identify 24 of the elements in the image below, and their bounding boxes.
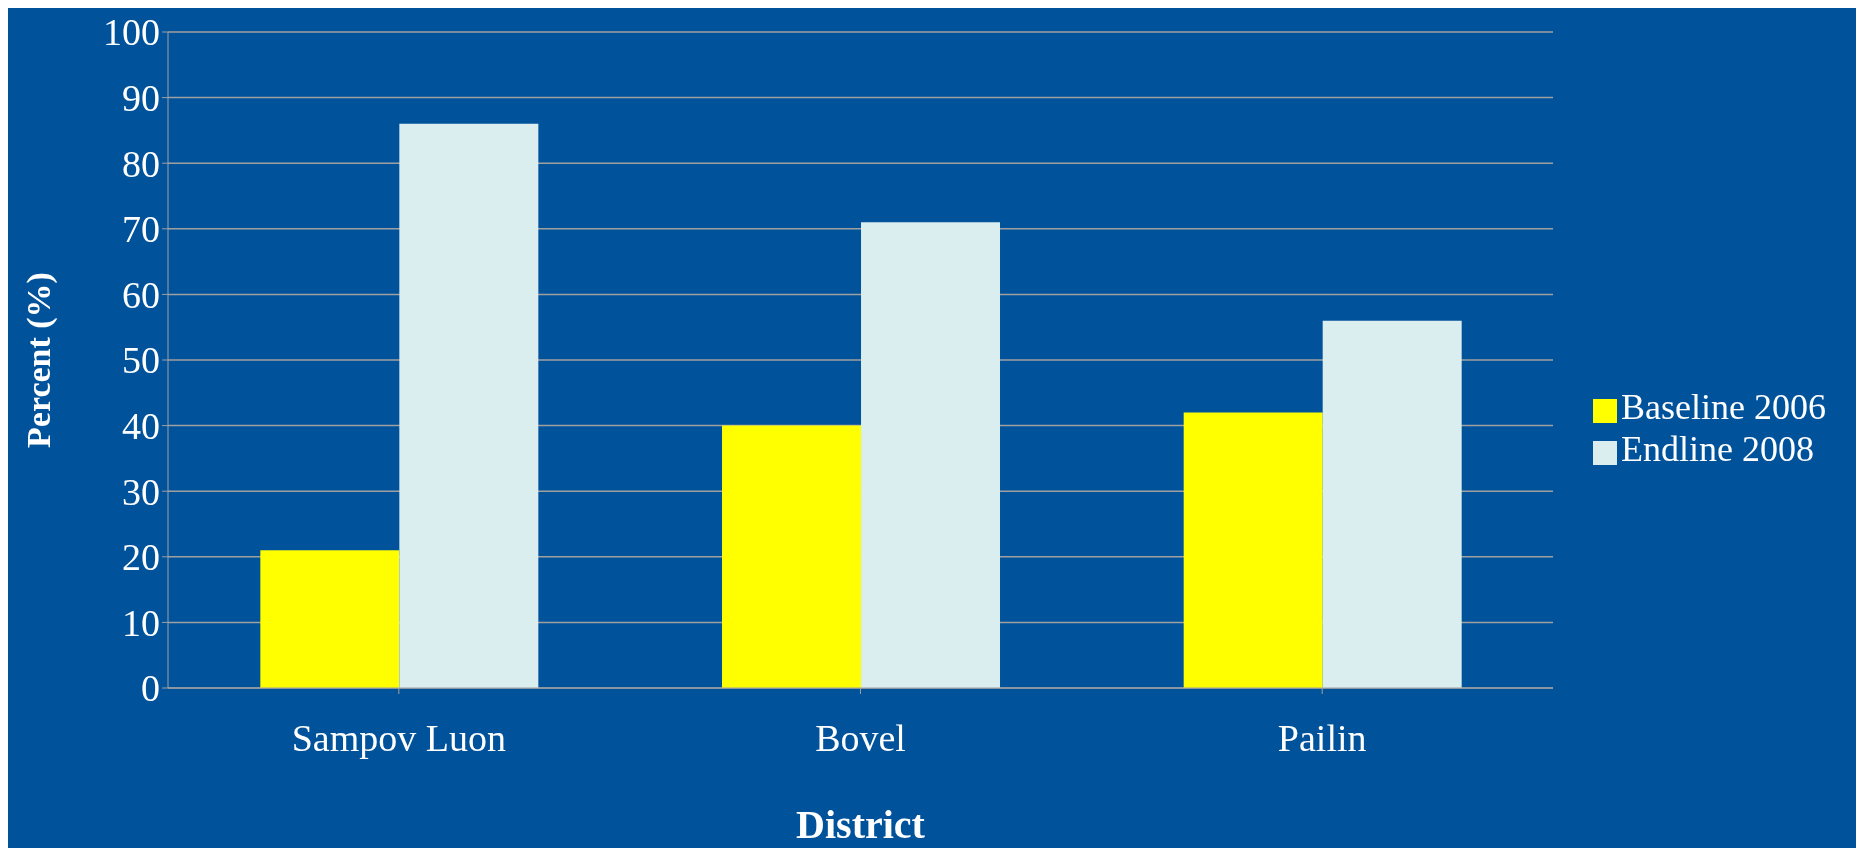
x-tick-label: Pailin	[1277, 716, 1367, 759]
x-tick-label: Bovel	[815, 716, 906, 759]
y-tick-label: 80	[122, 142, 160, 185]
y-axis-title: Percent (%)	[20, 272, 59, 448]
bar	[722, 425, 862, 688]
x-axis-title: District	[796, 802, 926, 847]
legend-label: Baseline 2006	[1621, 387, 1826, 427]
y-tick-label: 50	[122, 339, 160, 382]
y-tick-label: 0	[141, 667, 160, 710]
bar	[260, 550, 400, 688]
bar	[1183, 412, 1323, 688]
y-tick-label: 100	[103, 11, 160, 54]
y-tick-label: 70	[122, 208, 160, 251]
y-tick-label: 60	[122, 273, 160, 316]
y-tick-label: 20	[122, 536, 160, 579]
legend-label: Endline 2008	[1621, 429, 1815, 469]
y-tick-label: 10	[122, 601, 160, 644]
bar	[399, 123, 539, 688]
bar	[861, 222, 1001, 688]
x-tick-label: Sampov Luon	[291, 716, 506, 759]
y-tick-label: 40	[122, 405, 160, 448]
bar	[1322, 320, 1462, 688]
y-tick-label: 90	[122, 77, 160, 120]
y-tick-label: 30	[122, 470, 160, 513]
